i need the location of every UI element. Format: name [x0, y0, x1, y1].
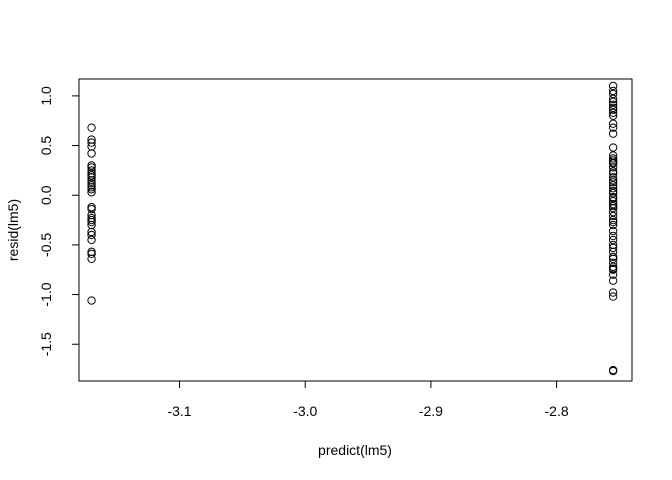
x-axis: -3.1 -3.0 -2.9 -2.8	[167, 380, 569, 419]
data-point	[608, 108, 618, 117]
data-point	[608, 235, 618, 245]
data-point	[87, 181, 96, 190]
data-point	[87, 254, 96, 264]
data-point	[608, 86, 618, 96]
data-point	[608, 163, 618, 172]
y-tick-label: 0.0	[38, 185, 54, 205]
data-point	[608, 123, 618, 132]
data-point	[87, 149, 96, 158]
data-point	[608, 189, 618, 198]
data-point	[608, 176, 618, 185]
data-point	[608, 111, 618, 120]
data-point	[608, 243, 618, 253]
x-axis-title: predict(lm5)	[318, 442, 392, 458]
y-tick-label: 0.5	[38, 136, 54, 156]
data-point	[608, 158, 618, 167]
data-point	[608, 181, 618, 190]
data-point	[608, 270, 618, 279]
data-point	[608, 81, 618, 91]
x-tick-label: -3.0	[293, 403, 317, 419]
data-point	[87, 138, 96, 147]
data-point	[608, 143, 618, 152]
data-point	[87, 296, 96, 305]
data-point	[608, 276, 618, 285]
y-tick-label: -1.5	[38, 332, 54, 356]
data-point	[608, 100, 618, 110]
data-point	[608, 264, 618, 273]
y-tick-label: 1.0	[38, 86, 54, 106]
data-point	[608, 366, 618, 376]
plot-frame	[78, 78, 633, 382]
data-point	[608, 211, 618, 221]
data-point	[608, 220, 618, 230]
data-point	[87, 215, 96, 225]
data-point	[608, 103, 618, 113]
data-point	[608, 89, 618, 99]
data-point	[608, 231, 618, 241]
data-point	[87, 204, 96, 214]
x-tick-label: -2.9	[419, 403, 443, 419]
data-point	[608, 217, 618, 227]
data-point	[608, 194, 618, 203]
data-point	[608, 129, 618, 138]
data-point	[87, 185, 96, 194]
data-point	[87, 230, 96, 240]
data-point	[608, 292, 618, 301]
data-point	[87, 235, 96, 245]
y-axis: -1.5 -1.0 -0.5 0.0 0.5 1.0	[38, 86, 80, 356]
data-point	[87, 227, 96, 237]
data-point	[608, 97, 618, 107]
x-tick-label: -2.8	[545, 403, 569, 419]
data-point	[608, 226, 618, 236]
data-point	[87, 173, 96, 182]
x-tick-label: -3.1	[167, 403, 191, 419]
data-point	[608, 207, 618, 217]
data-points	[87, 81, 618, 376]
data-point	[87, 249, 96, 259]
y-tick-label: -0.5	[38, 233, 54, 257]
data-point	[87, 123, 96, 132]
data-point	[608, 94, 618, 104]
data-point	[608, 252, 618, 262]
y-tick-label: -1.0	[38, 282, 54, 306]
data-point	[608, 173, 618, 182]
y-axis-title: resid(lm5)	[5, 199, 21, 261]
data-point	[608, 184, 618, 193]
data-point	[608, 288, 618, 297]
data-point	[608, 119, 618, 128]
data-point	[608, 201, 618, 211]
data-point	[87, 163, 96, 172]
